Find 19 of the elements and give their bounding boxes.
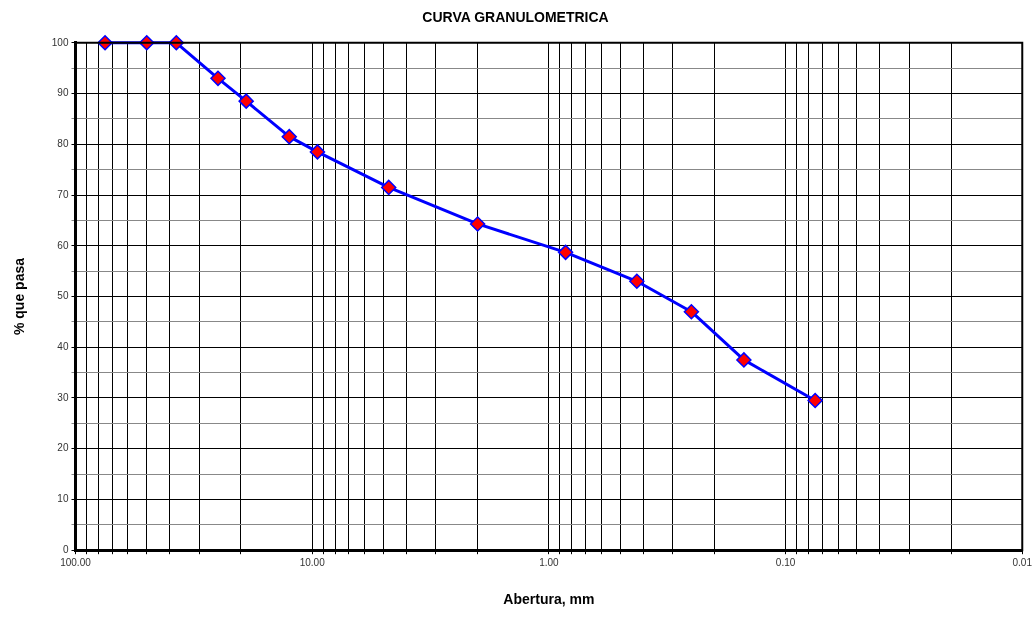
x-axis-title: Abertura, mm [503, 591, 595, 608]
x-tick-label: 1.00 [539, 556, 560, 568]
y-axis-title: % que pasa [11, 257, 28, 336]
y-tick-label: 40 [57, 340, 69, 352]
y-tick-label: 90 [57, 87, 69, 99]
y-tick-label: 10 [57, 493, 69, 505]
y-tick-label: 100 [51, 36, 69, 48]
y-tick-label: 80 [57, 138, 69, 150]
y-tick-label: 20 [57, 442, 69, 454]
x-tick-label: 100.00 [60, 556, 92, 568]
x-tick-label: 0.10 [775, 556, 796, 568]
chart-title: CURVA GRANULOMETRICA [422, 9, 609, 26]
x-tick-label: 0.01 [1012, 556, 1033, 568]
y-tick-label: 70 [57, 188, 69, 200]
y-tick-label: 50 [57, 290, 69, 302]
y-tick-label: 0 [62, 543, 69, 555]
y-tick-label: 30 [57, 391, 69, 403]
x-tick-label: 10.00 [299, 556, 326, 568]
y-tick-label: 60 [57, 239, 69, 251]
